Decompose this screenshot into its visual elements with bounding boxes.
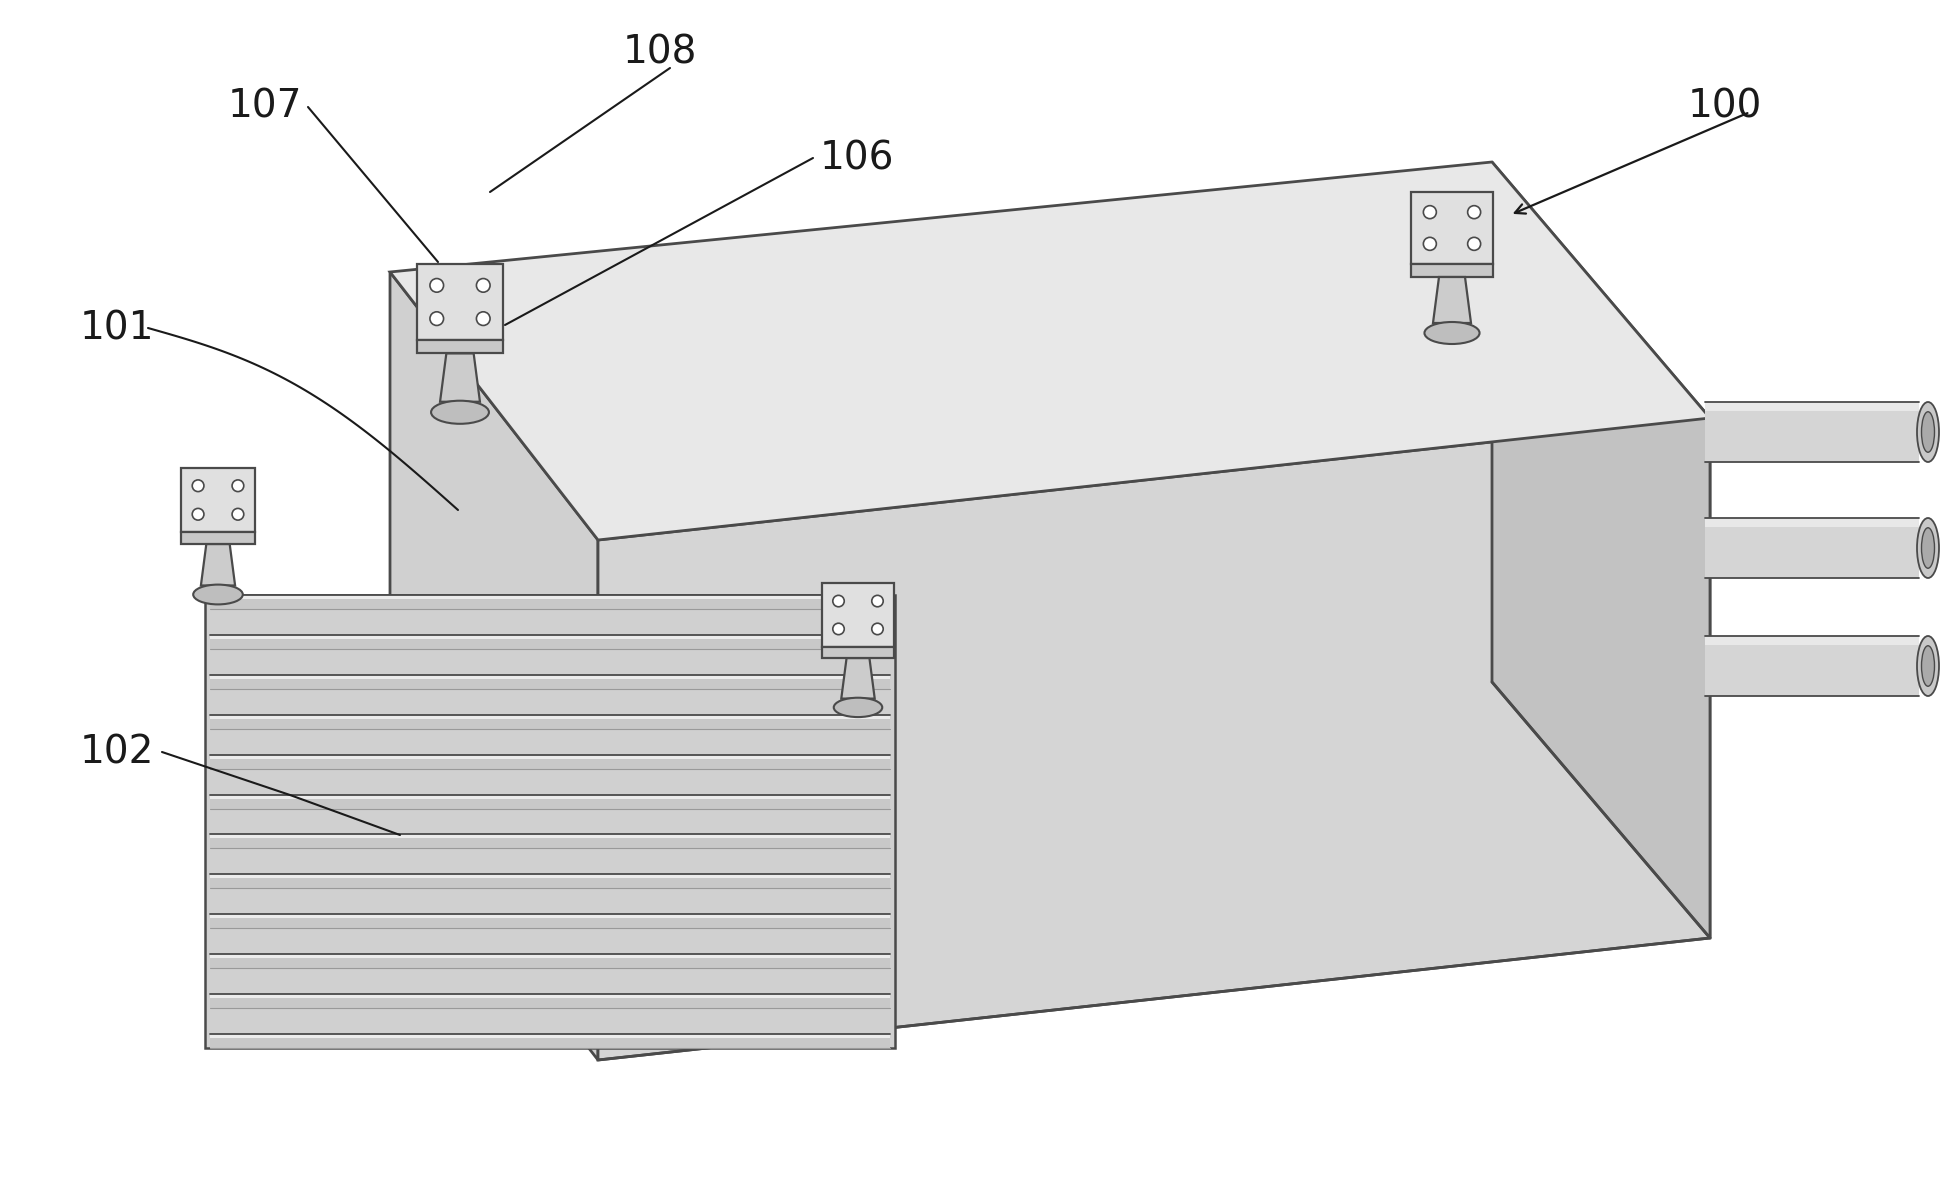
Polygon shape	[209, 998, 890, 1008]
Polygon shape	[209, 834, 890, 839]
Ellipse shape	[834, 697, 883, 718]
Polygon shape	[209, 874, 890, 879]
Text: 108: 108	[622, 32, 697, 71]
Polygon shape	[440, 353, 479, 401]
Circle shape	[431, 279, 444, 292]
Ellipse shape	[1918, 636, 1939, 696]
Polygon shape	[389, 162, 1710, 540]
Circle shape	[431, 311, 444, 326]
Polygon shape	[822, 583, 894, 647]
Polygon shape	[417, 264, 503, 340]
Polygon shape	[209, 595, 890, 599]
Polygon shape	[209, 635, 890, 639]
Polygon shape	[209, 1034, 890, 1039]
Ellipse shape	[1918, 518, 1939, 578]
Polygon shape	[209, 915, 890, 918]
Polygon shape	[209, 958, 890, 968]
Polygon shape	[1433, 276, 1472, 323]
Circle shape	[192, 480, 204, 492]
Polygon shape	[209, 758, 890, 768]
Polygon shape	[417, 340, 503, 353]
Polygon shape	[1705, 636, 1920, 696]
Polygon shape	[209, 994, 890, 998]
Polygon shape	[209, 798, 890, 809]
Polygon shape	[209, 639, 890, 649]
Ellipse shape	[1425, 322, 1479, 344]
Polygon shape	[1705, 518, 1920, 578]
Polygon shape	[209, 839, 890, 849]
Polygon shape	[209, 674, 890, 679]
Polygon shape	[209, 715, 890, 719]
Polygon shape	[1411, 192, 1493, 264]
Circle shape	[871, 595, 883, 607]
Polygon shape	[209, 755, 890, 758]
Polygon shape	[182, 468, 254, 532]
Polygon shape	[209, 1039, 890, 1048]
Text: 107: 107	[229, 88, 303, 126]
Circle shape	[233, 508, 245, 520]
Circle shape	[1468, 206, 1481, 219]
Text: 102: 102	[80, 733, 155, 770]
Polygon shape	[1705, 401, 1920, 411]
Polygon shape	[389, 272, 599, 1060]
Circle shape	[834, 595, 843, 607]
Ellipse shape	[1922, 645, 1935, 686]
Text: 101: 101	[80, 309, 155, 347]
Polygon shape	[209, 719, 890, 728]
Polygon shape	[209, 954, 890, 958]
Polygon shape	[205, 595, 894, 1048]
Polygon shape	[202, 545, 235, 585]
Text: 100: 100	[1689, 88, 1763, 126]
Circle shape	[233, 480, 245, 492]
Polygon shape	[1411, 264, 1493, 276]
Circle shape	[476, 311, 489, 326]
Polygon shape	[209, 599, 890, 609]
Circle shape	[1423, 206, 1436, 219]
Polygon shape	[822, 647, 894, 659]
Polygon shape	[599, 418, 1710, 1060]
Ellipse shape	[194, 584, 243, 605]
Polygon shape	[842, 659, 875, 698]
Ellipse shape	[1918, 401, 1939, 462]
Circle shape	[1423, 237, 1436, 250]
Polygon shape	[209, 679, 890, 689]
Ellipse shape	[1922, 412, 1935, 452]
Polygon shape	[209, 918, 890, 928]
Ellipse shape	[431, 400, 489, 424]
Circle shape	[834, 623, 843, 635]
Circle shape	[871, 623, 883, 635]
Polygon shape	[209, 795, 890, 798]
Polygon shape	[1705, 518, 1920, 526]
Polygon shape	[1705, 636, 1920, 645]
Circle shape	[476, 279, 489, 292]
Polygon shape	[209, 879, 890, 888]
Ellipse shape	[1922, 528, 1935, 569]
Circle shape	[192, 508, 204, 520]
Polygon shape	[182, 532, 254, 545]
Circle shape	[1468, 237, 1481, 250]
Polygon shape	[1491, 162, 1710, 938]
Text: 106: 106	[820, 139, 894, 177]
Polygon shape	[1705, 401, 1920, 462]
